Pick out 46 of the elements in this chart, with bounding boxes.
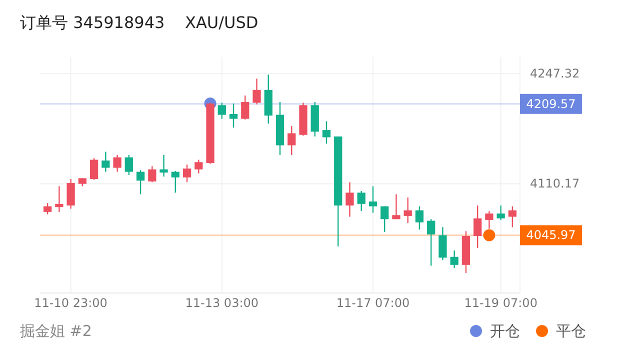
candlestick: [357, 190, 366, 212]
ref-line-label: 4045.97: [526, 228, 576, 242]
candlestick: [252, 78, 261, 105]
candlestick: [288, 125, 296, 156]
legend-label: 平仓: [556, 322, 586, 340]
chart-subtitle: XAU/USD: [185, 13, 258, 32]
candlestick: [194, 159, 203, 174]
candlestick: [485, 210, 494, 230]
candlestick: [346, 182, 354, 218]
ref-line-label: 4209.57: [526, 96, 576, 111]
candlestick: [415, 206, 424, 230]
x-tick-label: 11-19 07:00: [464, 296, 538, 310]
candlestick: [322, 120, 331, 144]
x-tick-label: 11-10 23:00: [34, 296, 108, 310]
x-tick-label: 11-13 03:00: [185, 296, 259, 310]
candlestick: [218, 102, 226, 120]
candlestick: [90, 158, 98, 180]
candlestick: [508, 206, 517, 228]
candlestick: [55, 186, 64, 213]
candlestick: [450, 250, 458, 269]
candlestick: [43, 202, 52, 215]
text: 掘金姐 #2: [20, 322, 92, 340]
y-tick-label: 4110.17: [530, 176, 580, 191]
candlestick: [241, 94, 250, 120]
candlestick: [148, 166, 156, 183]
y-tick-label: 4247.32: [530, 66, 580, 81]
candlestick: [427, 218, 436, 266]
candlestick: [160, 154, 168, 178]
chart-title: 订单号 345918943: [20, 13, 165, 32]
candlestick: [229, 102, 238, 128]
candlestick: [392, 194, 400, 220]
candlestick: [171, 170, 180, 194]
candlestick: [136, 170, 145, 195]
x-tick-label: 11-17 07:00: [336, 296, 410, 310]
candlestick: [113, 154, 122, 172]
candlestick: [102, 151, 110, 172]
candlestick: [438, 226, 447, 261]
candlestick: [404, 196, 412, 224]
candlestick: [124, 154, 133, 176]
candlestick: [474, 204, 482, 249]
candlestick: [496, 204, 505, 221]
candlestick: [368, 186, 378, 214]
legend-label: 开仓: [490, 322, 520, 340]
candlestick: [182, 164, 192, 183]
candlestick: [66, 178, 75, 210]
candlestick: [380, 206, 389, 233]
